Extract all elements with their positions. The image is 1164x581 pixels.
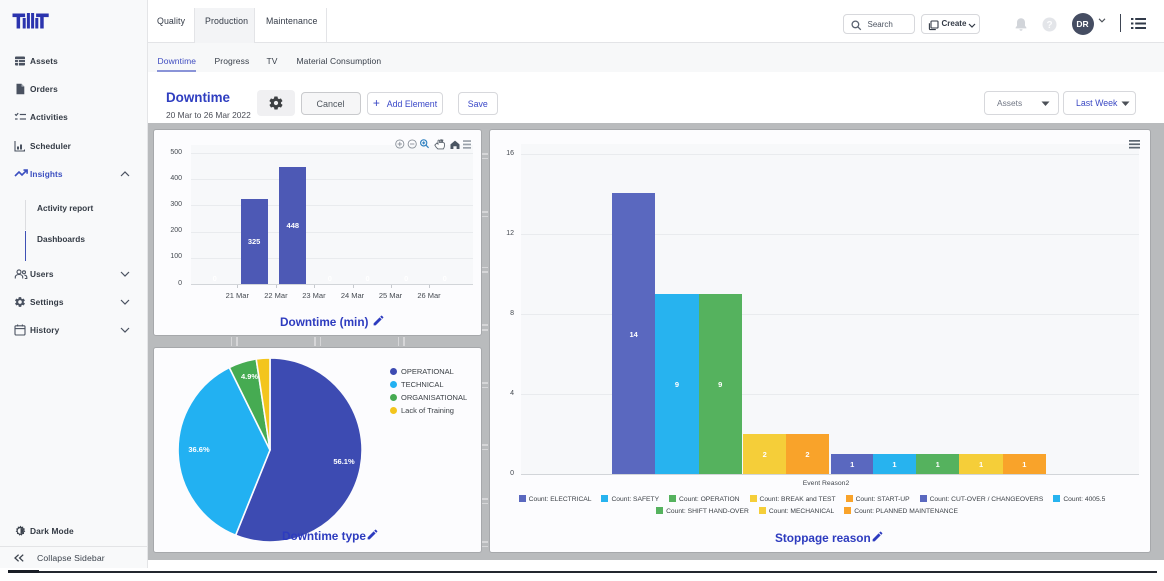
svg-text:?: ? [1046,20,1052,31]
